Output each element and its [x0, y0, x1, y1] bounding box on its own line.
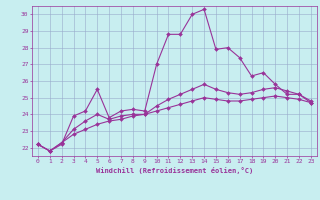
X-axis label: Windchill (Refroidissement éolien,°C): Windchill (Refroidissement éolien,°C)	[96, 167, 253, 174]
